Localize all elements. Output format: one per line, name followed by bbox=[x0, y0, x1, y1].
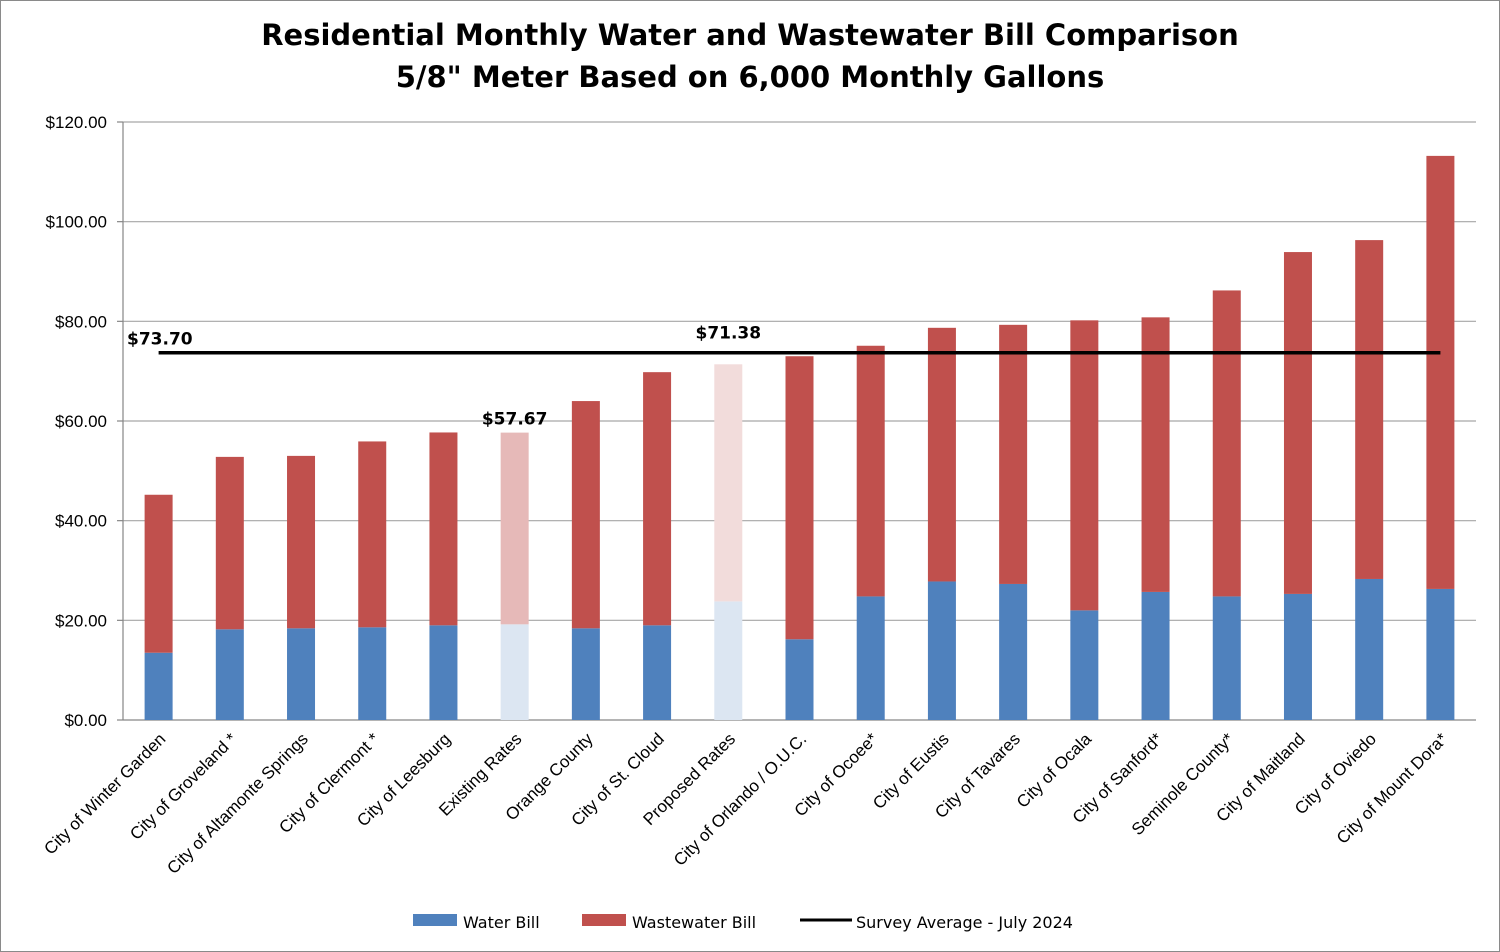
water-bill-bar bbox=[358, 627, 387, 720]
water-bill-bar bbox=[571, 628, 600, 720]
water-bill-bar bbox=[1070, 610, 1099, 720]
wastewater-bill-bar bbox=[144, 494, 173, 653]
water-bill-bar bbox=[144, 652, 173, 720]
legend-swatch-water bbox=[413, 914, 457, 926]
x-category-label: City of Orlando / O.U.C. bbox=[670, 729, 810, 869]
water-bill-bar bbox=[856, 596, 885, 720]
survey-average-annotation: $73.70 bbox=[127, 330, 193, 350]
water-bill-bar bbox=[1426, 588, 1455, 720]
water-bill-bar bbox=[714, 601, 743, 720]
water-bill-bar bbox=[429, 625, 458, 720]
wastewater-bill-bar bbox=[999, 324, 1028, 584]
water-bill-bar bbox=[999, 583, 1028, 720]
existing-rates-annotation: $57.67 bbox=[482, 410, 548, 430]
water-bill-bar bbox=[1212, 596, 1241, 720]
y-tick-label: $40.00 bbox=[55, 512, 107, 531]
water-bill-bar bbox=[927, 581, 956, 720]
wastewater-bill-bar bbox=[1141, 317, 1170, 592]
legend-label-water: Water Bill bbox=[463, 913, 540, 932]
wastewater-bill-bar bbox=[1070, 320, 1099, 611]
wastewater-bill-bar bbox=[927, 327, 956, 582]
legend-label-wastewater: Wastewater Bill bbox=[632, 913, 756, 932]
wastewater-bill-bar bbox=[571, 401, 600, 629]
wastewater-bill-bar bbox=[856, 345, 885, 597]
water-bill-bar bbox=[1283, 593, 1312, 720]
wastewater-bill-bar bbox=[429, 432, 458, 626]
y-tick-label: $80.00 bbox=[55, 312, 107, 331]
water-bill-bar bbox=[643, 625, 672, 720]
water-bill-bar bbox=[287, 628, 316, 720]
y-tick-label: $60.00 bbox=[55, 412, 107, 431]
wastewater-bill-bar bbox=[643, 372, 672, 626]
water-bill-bar bbox=[500, 624, 529, 720]
wastewater-bill-bar bbox=[1212, 290, 1241, 597]
wastewater-bill-bar bbox=[358, 441, 387, 628]
water-bill-bar bbox=[1355, 578, 1384, 720]
chart-title: Residential Monthly Water and Wastewater… bbox=[261, 18, 1239, 52]
water-bill-bar bbox=[1141, 591, 1170, 720]
y-tick-label: $0.00 bbox=[64, 711, 107, 730]
wastewater-bill-bar bbox=[287, 455, 316, 629]
wastewater-bill-bar bbox=[500, 432, 529, 625]
chart-subtitle: 5/8" Meter Based on 6,000 Monthly Gallon… bbox=[395, 60, 1105, 94]
water-bill-bar bbox=[215, 629, 244, 720]
wastewater-bill-bar bbox=[1426, 155, 1455, 589]
wastewater-bill-bar bbox=[714, 364, 743, 602]
proposed-rates-annotation: $71.38 bbox=[695, 323, 761, 343]
x-category-label: City of Winter Garden bbox=[40, 729, 169, 858]
wastewater-bill-bar bbox=[215, 456, 244, 630]
wastewater-bill-bar bbox=[1283, 252, 1312, 594]
y-tick-label: $20.00 bbox=[55, 611, 107, 630]
wastewater-bill-bar bbox=[785, 356, 814, 640]
legend-label-survey-average: Survey Average - July 2024 bbox=[856, 913, 1073, 932]
y-tick-label: $100.00 bbox=[46, 213, 107, 232]
legend-swatch-wastewater bbox=[582, 914, 626, 926]
x-category-label: City of Altamonte Springs bbox=[163, 729, 311, 877]
y-tick-label: $120.00 bbox=[46, 113, 107, 132]
wastewater-bill-bar bbox=[1355, 240, 1384, 579]
water-bill-bar bbox=[785, 639, 814, 720]
